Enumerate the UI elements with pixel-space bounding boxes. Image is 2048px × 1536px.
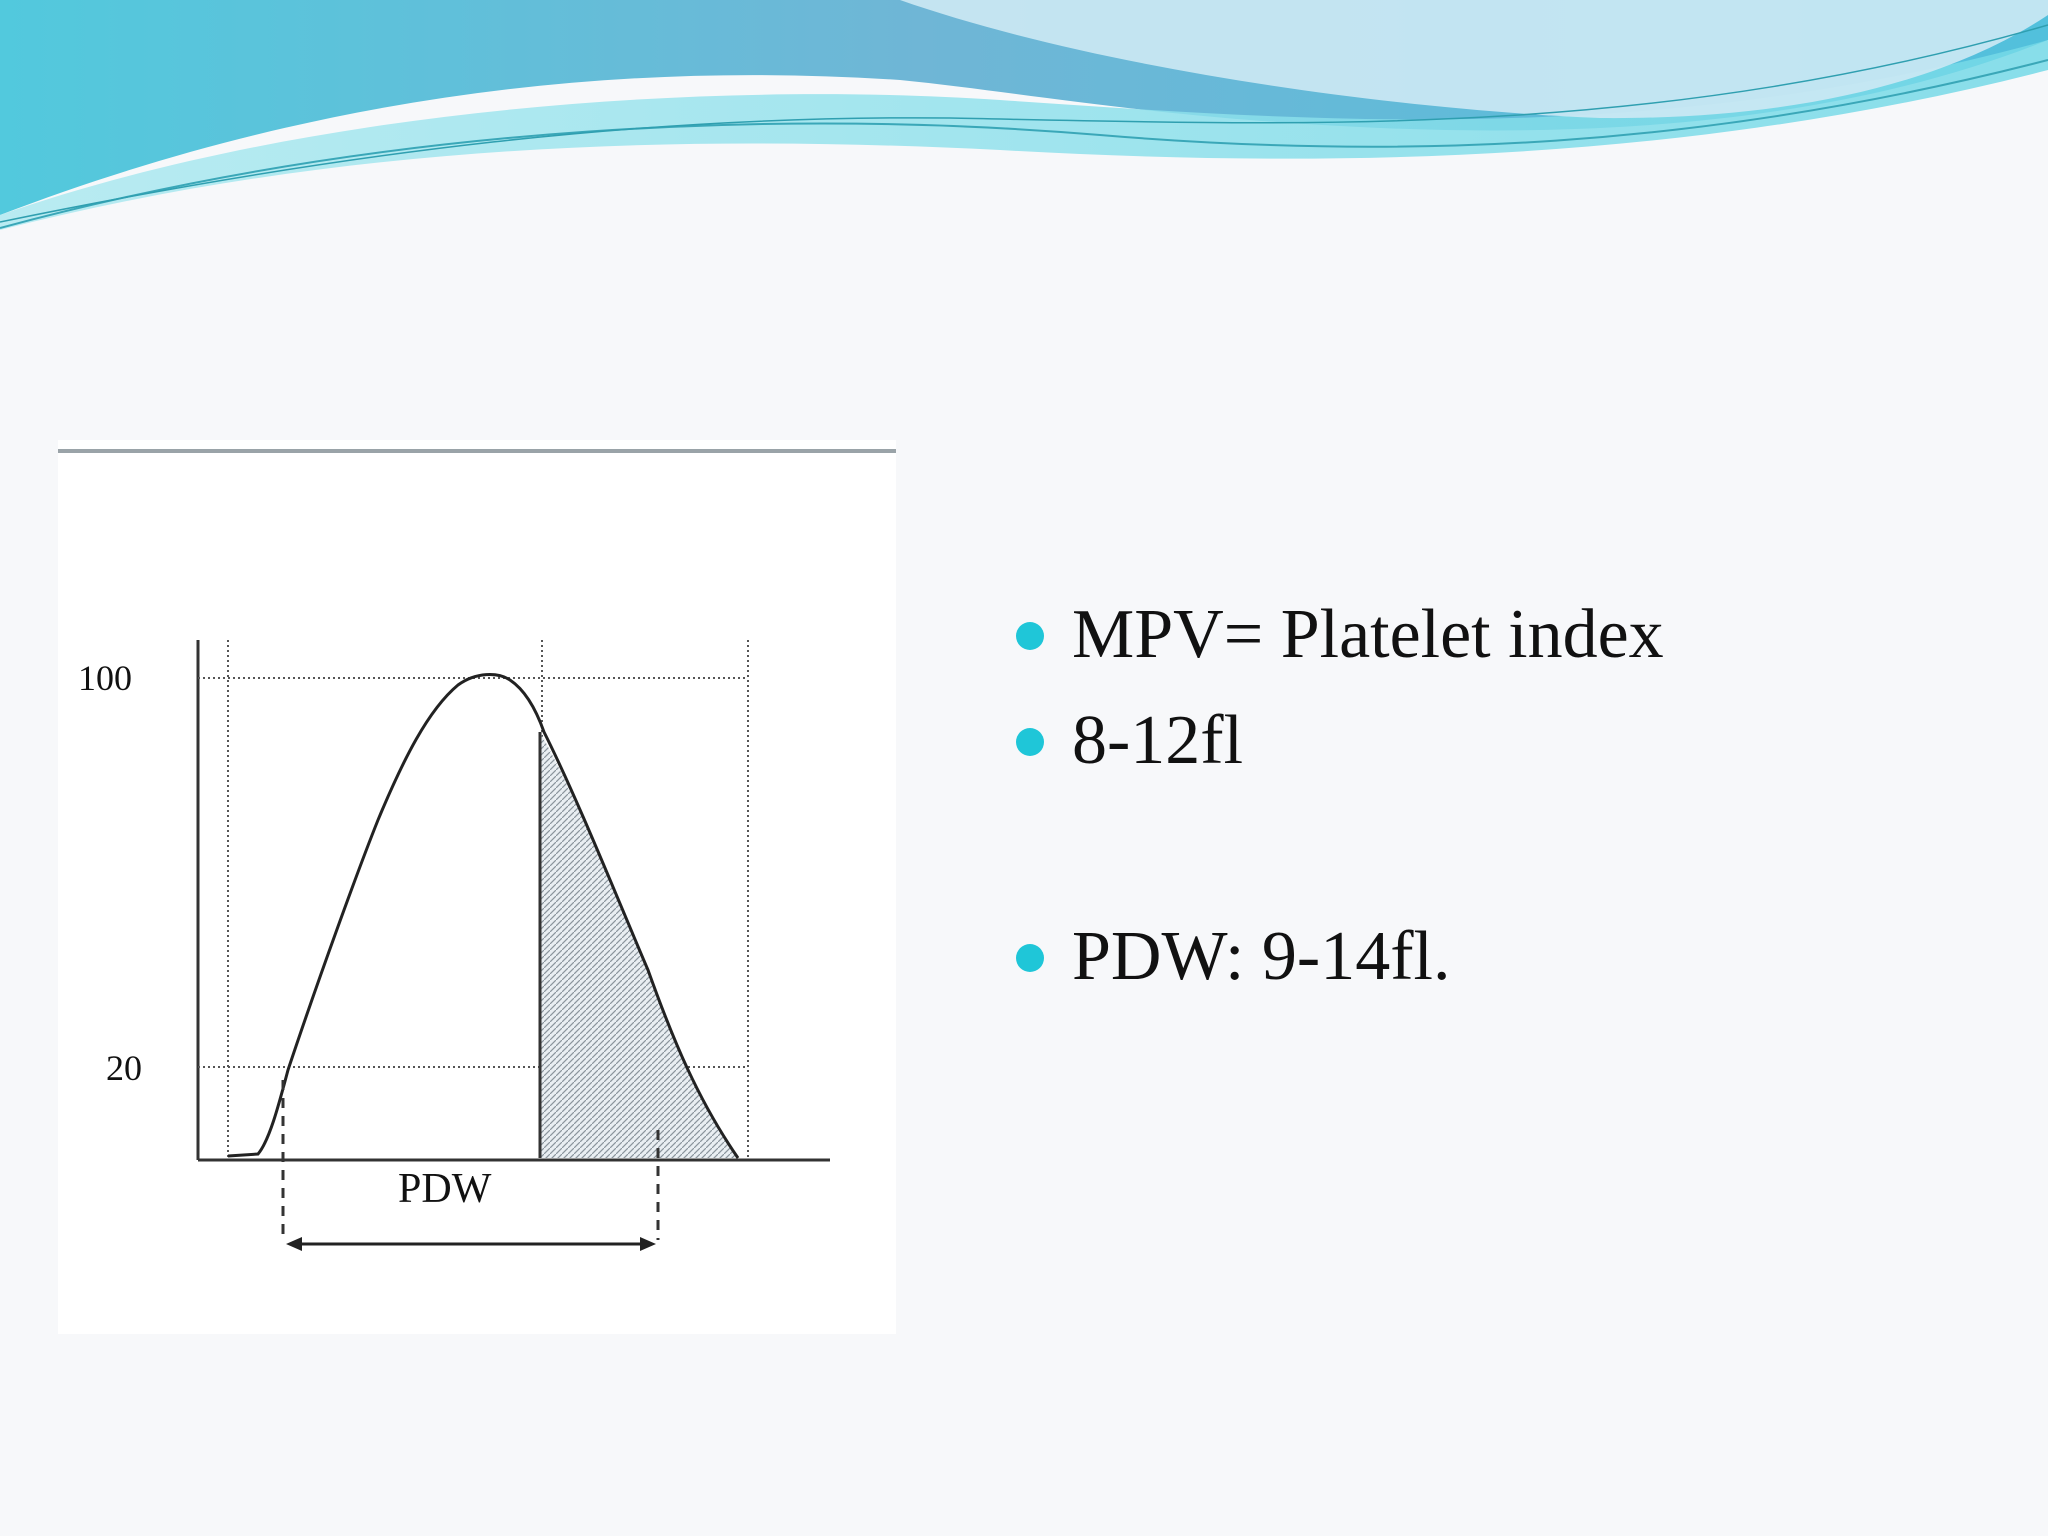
bullet-dot-icon (1016, 728, 1044, 756)
bullet-text: 8-12fl (1072, 702, 1244, 779)
pdw-label: PDW (398, 1166, 492, 1212)
bullet-text: PDW: 9-14fl. (1072, 918, 1451, 995)
y-label-20: 20 (106, 1048, 142, 1088)
bullet-dot-icon (1016, 944, 1044, 972)
y-label-100: 100 (78, 658, 132, 698)
bullet-dot-icon (1016, 622, 1044, 650)
bullet-item: PDW: 9-14fl. (1010, 912, 1664, 1018)
bullet-item: 8-12fl (1010, 696, 1664, 802)
hatched-area (540, 732, 738, 1158)
bullet-text: MPV= Platelet index (1072, 596, 1664, 673)
figure-top-rule (58, 449, 896, 453)
histogram-svg: 100 20 PDW (78, 640, 830, 1251)
wave-header-decoration (0, 0, 2048, 230)
bullet-item: MPV= Platelet index (1010, 590, 1664, 696)
platelet-histogram-figure: 100 20 PDW (58, 440, 896, 1334)
bullet-list: MPV= Platelet index 8-12fl PDW: 9-14fl. (1010, 590, 1664, 1018)
distribution-curve (227, 673, 740, 1159)
